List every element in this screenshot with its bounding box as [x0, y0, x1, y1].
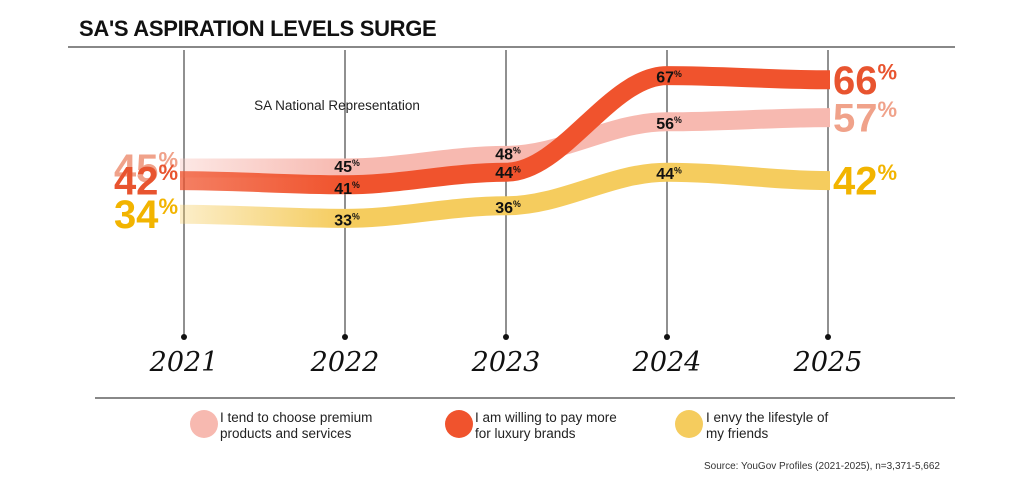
- legend-item-luxury: I am willing to pay more for luxury bran…: [475, 410, 617, 442]
- x-tick-2023: 2023: [471, 347, 541, 378]
- end-label-1: 66%: [833, 59, 897, 103]
- legend-item-envy: I envy the lifestyle of my friends: [706, 410, 828, 442]
- x-axis-ticks: 2021 2022 2023 2024 2025: [149, 347, 863, 378]
- legend-luxury-line1: I am willing to pay more: [475, 410, 617, 425]
- legend-envy-line2: my friends: [706, 426, 769, 441]
- legend-premium-line1: I tend to choose premium: [220, 410, 373, 425]
- legend-markers: [190, 410, 703, 438]
- x-tick-2025: 2025: [793, 347, 863, 378]
- start-label-0: 45%: [114, 147, 178, 191]
- end-label-2: 42%: [833, 160, 897, 204]
- series-line-1: [179, 66, 831, 195]
- data-label-2-2022: 33%: [334, 212, 360, 230]
- legend-marker-1: [445, 410, 473, 438]
- data-label-1-2022: 41%: [334, 180, 360, 198]
- start-label-1: 42%: [114, 160, 178, 204]
- x-tick-2024: 2024: [632, 347, 702, 378]
- data-label-1-2024: 67%: [656, 69, 682, 87]
- data-label-0-2022: 45%: [334, 158, 360, 176]
- chart-subtitle: SA National Representation: [254, 98, 420, 113]
- legend-luxury-line2: for luxury brands: [475, 426, 576, 441]
- gridline-dot-2023: [503, 334, 509, 340]
- data-label-0-2024: 56%: [656, 115, 682, 133]
- gridline-dot-2025: [825, 334, 831, 340]
- data-label-2-2024: 44%: [656, 165, 682, 183]
- legend-envy-line1: I envy the lifestyle of: [706, 410, 829, 425]
- legend-marker-2: [675, 410, 703, 438]
- x-tick-2021: 2021: [149, 347, 219, 378]
- gridline-dot-2024: [664, 334, 670, 340]
- end-label-0: 57%: [833, 97, 897, 141]
- data-label-0-2023: 48%: [495, 146, 521, 164]
- series-line-0: [180, 108, 831, 178]
- data-label-2-2023: 36%: [495, 199, 521, 217]
- legend-premium-line2: products and services: [220, 426, 352, 441]
- series-line-2: [179, 162, 831, 228]
- x-tick-2022: 2022: [310, 347, 380, 378]
- data-labels: 45% 48%56%41%44%67%33% 36%44%45%42%34%57%6…: [114, 59, 897, 237]
- gridlines: [181, 50, 831, 340]
- gridline-dot-2022: [342, 334, 348, 340]
- start-label-2: 34%: [114, 193, 178, 237]
- gridline-dot-2021: [181, 334, 187, 340]
- data-label-1-2023: 44%: [495, 164, 521, 182]
- source-note: Source: YouGov Profiles (2021-2025), n=3…: [704, 461, 940, 472]
- chart-title: SA'S ASPIRATION LEVELS SURGE: [79, 16, 437, 41]
- series-lines: [179, 66, 831, 228]
- legend-item-premium: I tend to choose premium products and se…: [220, 410, 372, 442]
- legend-marker-0: [190, 410, 218, 438]
